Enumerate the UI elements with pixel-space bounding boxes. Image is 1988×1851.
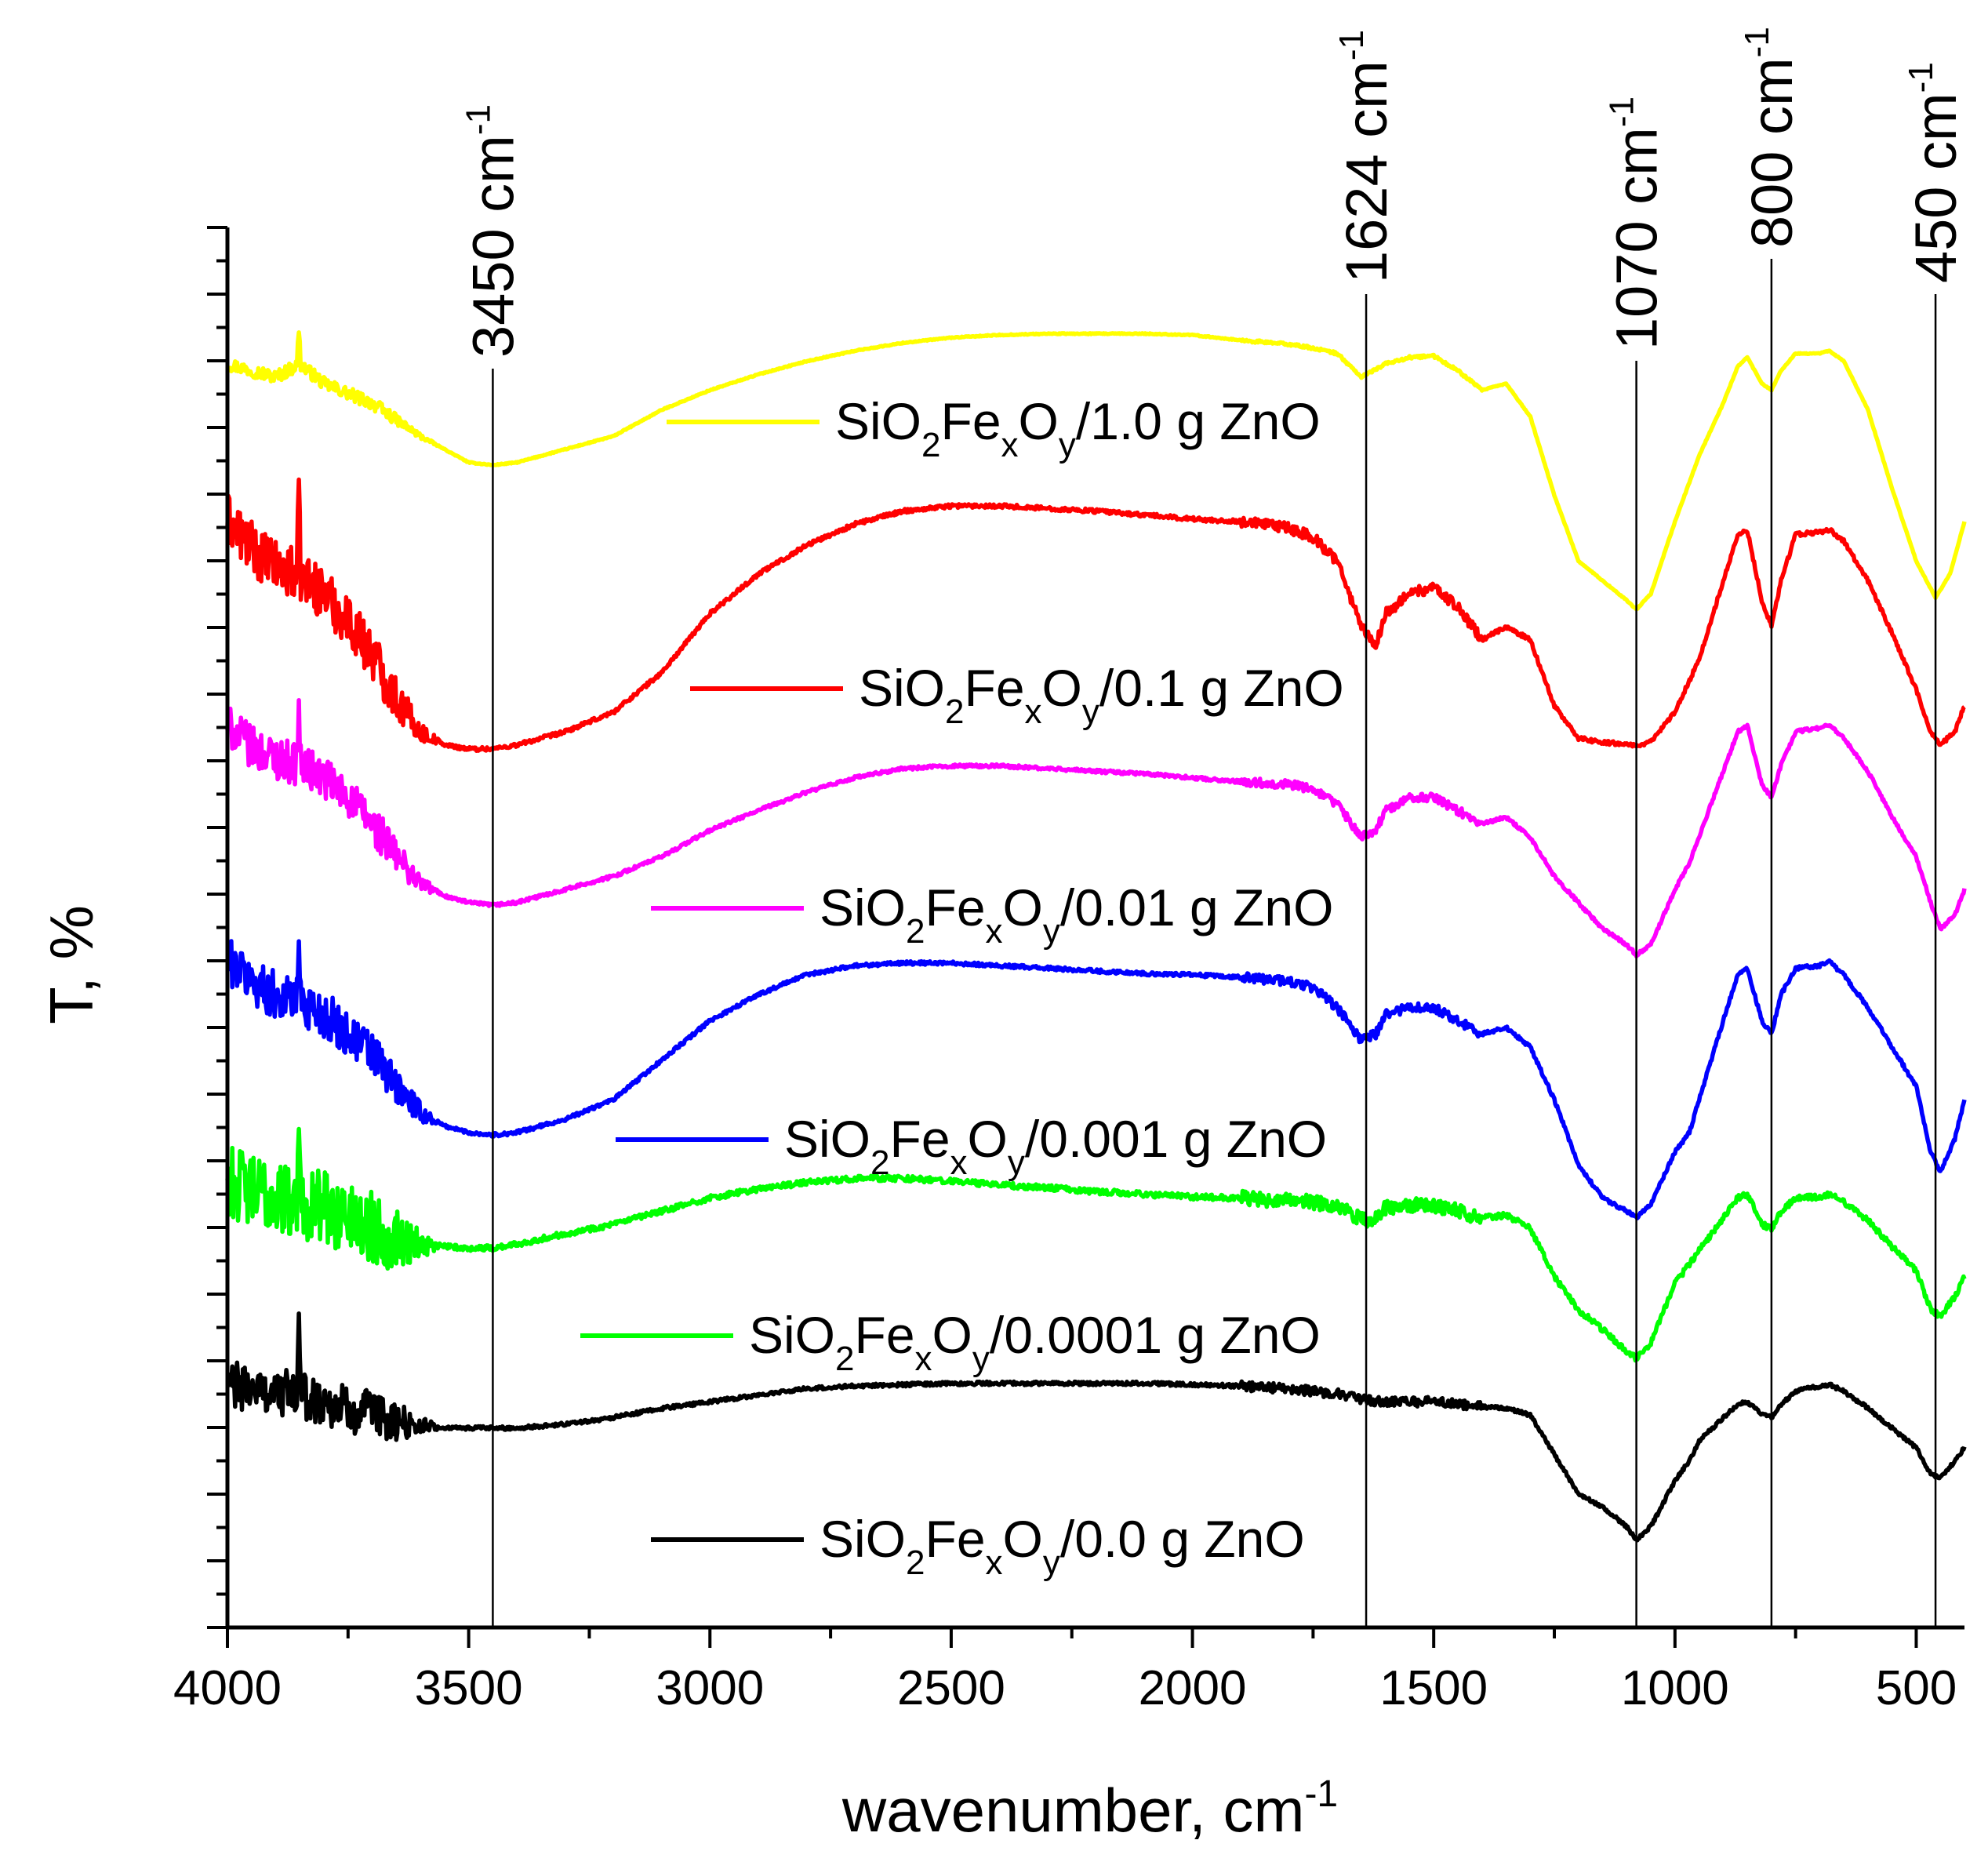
legend-label-part: O xyxy=(1019,392,1059,450)
series-line xyxy=(225,1311,1967,1543)
legend-label-part: Fe xyxy=(890,1110,950,1168)
x-tick-label: 4000 xyxy=(173,1661,282,1715)
reference-line-label: 800 cm-1 xyxy=(1738,27,1804,248)
legend-label-sub: x xyxy=(986,1544,1003,1582)
legend-label: SiO2FexOy/0.1 g ZnO xyxy=(859,659,1344,731)
legend-label-sub: 2 xyxy=(945,693,964,731)
legend-label-sub: x xyxy=(950,1144,968,1182)
series-line xyxy=(225,697,1967,959)
legend-label-part: O xyxy=(968,1110,1008,1168)
legend-label: SiO2FexOy/0.0 g ZnO xyxy=(820,1510,1305,1582)
reference-line-label-text: 3450 cm xyxy=(460,135,525,358)
legend-label-part: SiO xyxy=(784,1110,870,1168)
legend-label-part: Fe xyxy=(855,1306,915,1364)
legend-label-sub: x xyxy=(1025,693,1042,731)
legend-label-part: /1.0 g ZnO xyxy=(1076,392,1321,450)
legend-label: SiO2FexOy/1.0 g ZnO xyxy=(835,392,1321,464)
legend-label-part: /0.0001 g ZnO xyxy=(990,1306,1321,1364)
legend-label-part: SiO xyxy=(835,392,921,450)
series-layer xyxy=(225,330,1967,1543)
series-line xyxy=(225,477,1966,753)
legend-label-part: /0.001 g ZnO xyxy=(1025,1110,1327,1168)
legend-label-sub: 2 xyxy=(835,1340,854,1378)
legend-label-sub: 2 xyxy=(870,1144,889,1182)
x-tick-label: 500 xyxy=(1876,1661,1957,1715)
x-tick-label: 2000 xyxy=(1139,1661,1247,1715)
x-tick-label: 1000 xyxy=(1621,1661,1729,1715)
x-tick-label: 3500 xyxy=(415,1661,523,1715)
reference-line-label-sup: -1 xyxy=(459,104,497,135)
legend-label-part: SiO xyxy=(820,878,906,936)
reference-line-label-sup: -1 xyxy=(1738,27,1776,57)
series-line xyxy=(225,330,1967,612)
legend-label-sub: 2 xyxy=(921,426,940,464)
legend-label-part: SiO xyxy=(749,1306,835,1364)
series-line xyxy=(225,939,1967,1220)
x-axis-label-text: wavenumber, cm xyxy=(841,1776,1305,1845)
x-tick-label: 1500 xyxy=(1379,1661,1488,1715)
reference-line-label-sup: -1 xyxy=(1902,62,1940,93)
legend-label-part: /0.1 g ZnO xyxy=(1099,659,1344,717)
legend-label-sub: 2 xyxy=(906,1544,925,1582)
legend-label: SiO2FexOy/0.001 g ZnO xyxy=(784,1110,1327,1182)
reference-line-label-text: 1070 cm xyxy=(1605,127,1670,350)
legend-label-sub: y xyxy=(972,1340,990,1378)
x-axis-label: wavenumber, cm-1 xyxy=(841,1773,1338,1845)
y-axis-label: T, % xyxy=(37,905,106,1024)
legend-label-part: Fe xyxy=(925,878,986,936)
legend-label-part: O xyxy=(932,1306,972,1364)
legend-label-part: Fe xyxy=(965,659,1025,717)
legend-label-part: O xyxy=(1003,1510,1043,1568)
legend-label-sub: x xyxy=(915,1340,932,1378)
legend-label-sub: y xyxy=(1082,693,1099,731)
legend-label-sub: x xyxy=(1001,426,1019,464)
reference-line-label: 450 cm-1 xyxy=(1902,62,1968,283)
axes-layer: 4000 3500 3000 2500 2000 1500 1000 500 xyxy=(173,226,1964,1715)
legend-label-sub: y xyxy=(1043,1544,1060,1582)
legend-label-part: O xyxy=(1003,878,1043,936)
reference-line-label-text: 1624 cm xyxy=(1334,60,1399,283)
legend-label: SiO2FexOy/0.01 g ZnO xyxy=(820,878,1333,951)
legend-label-sub: y xyxy=(1043,912,1060,951)
legend-label: SiO2FexOy/0.0001 g ZnO xyxy=(749,1306,1321,1378)
legend-label-sub: 2 xyxy=(906,912,925,951)
legend-label-sub: y xyxy=(1008,1144,1025,1182)
legend-label-part: SiO xyxy=(820,1510,906,1568)
reference-line-label-text: 800 cm xyxy=(1739,57,1804,248)
reference-line-label-text: 450 cm xyxy=(1903,93,1968,283)
series-line xyxy=(225,1126,1967,1363)
x-tick-label: 3000 xyxy=(656,1661,764,1715)
legend-label-part: /0.01 g ZnO xyxy=(1060,878,1334,936)
legend-label-part: SiO xyxy=(859,659,945,717)
reference-line-label: 1624 cm-1 xyxy=(1332,30,1399,283)
reference-line-label-sup: -1 xyxy=(1332,30,1371,60)
reference-line-label: 1070 cm-1 xyxy=(1603,96,1670,350)
legend-label-part: Fe xyxy=(925,1510,986,1568)
reference-line-label: 3450 cm-1 xyxy=(459,104,525,358)
legend-label-part: /0.0 g ZnO xyxy=(1060,1510,1305,1568)
legend-label-part: Fe xyxy=(941,392,1001,450)
legend-label-sub: y xyxy=(1059,426,1076,464)
legend-label-sub: x xyxy=(986,912,1003,951)
x-tick-label: 2500 xyxy=(897,1661,1005,1715)
x-axis-label-sup: -1 xyxy=(1304,1773,1338,1815)
legend-label-part: O xyxy=(1042,659,1082,717)
reference-line-label-sup: -1 xyxy=(1603,96,1641,127)
